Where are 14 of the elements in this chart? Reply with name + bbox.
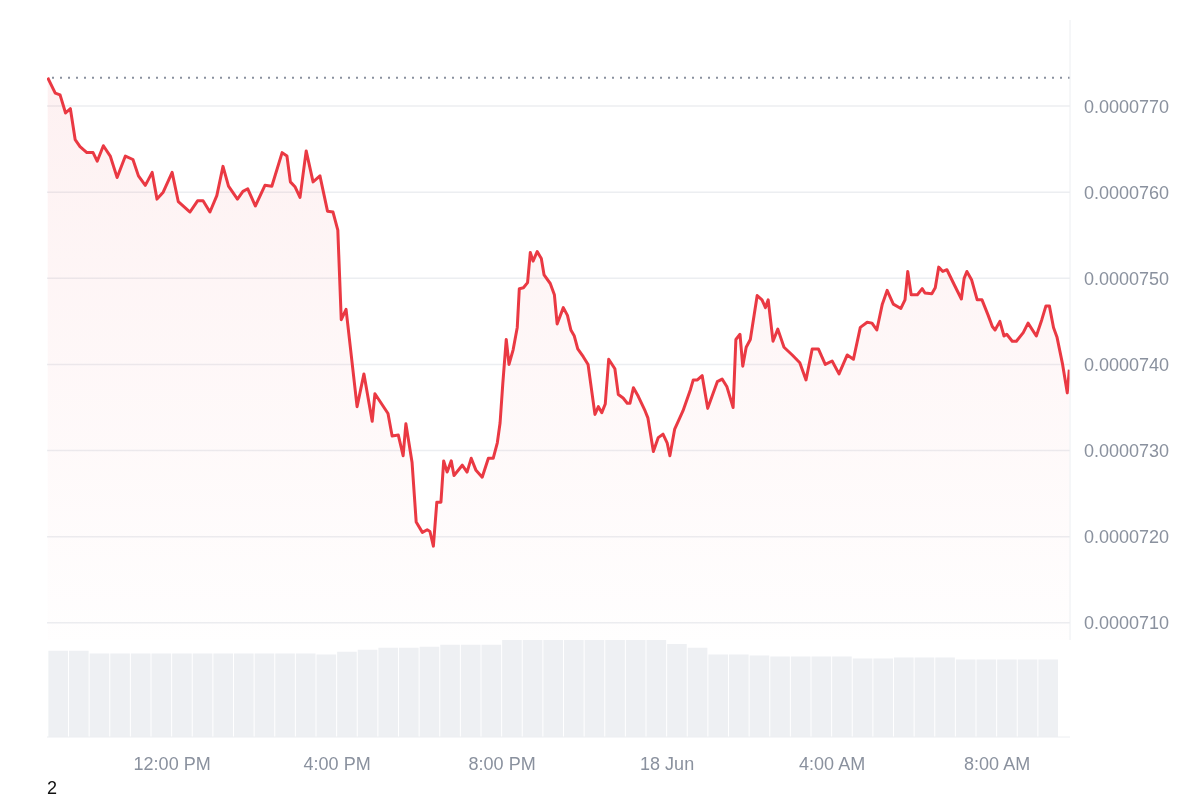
y-tick-label: 0.0000770: [1084, 96, 1170, 117]
y-tick-label: 0.0000750: [1084, 268, 1170, 289]
y-tick-label: 0.0000720: [1084, 527, 1170, 548]
x-tick-label: 8:00 PM: [468, 753, 536, 774]
x-tick-label: 12:00 PM: [133, 753, 211, 774]
y-tick-label: 0.0000710: [1084, 613, 1170, 634]
x-tick-label: 4:00 AM: [799, 753, 866, 774]
y-tick-label: 0.0000760: [1084, 182, 1170, 203]
x-tick-label: 18 Jun: [640, 753, 695, 774]
y-tick-label: 0.0000740: [1084, 354, 1170, 375]
x-tick-label: 8:00 AM: [964, 753, 1031, 774]
y-tick-label: 0.0000730: [1084, 440, 1170, 461]
text: 2: [47, 778, 58, 799]
x-tick-label: 4:00 PM: [303, 753, 371, 774]
